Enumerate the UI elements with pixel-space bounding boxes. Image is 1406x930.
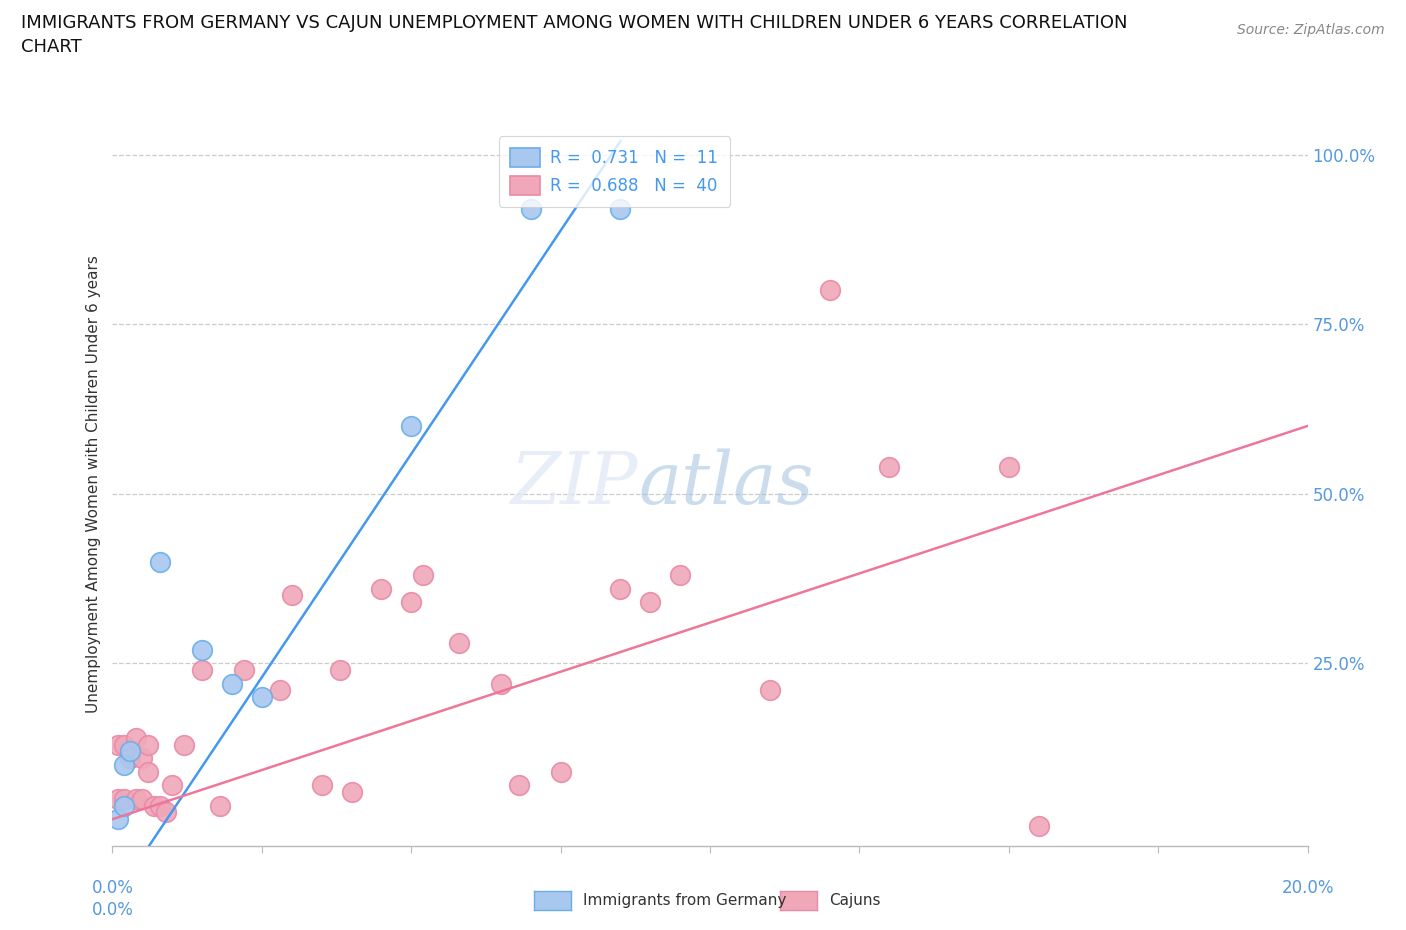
Point (759, 683, 782, 698)
Legend: R =  0.731   N =  11, R =  0.688   N =  40: R = 0.731 N = 11, R = 0.688 N = 40 (499, 137, 730, 206)
Point (550, 764, 572, 779)
Point (508, 777, 530, 792)
Point (401, 418, 423, 433)
Point (998, 459, 1021, 474)
Y-axis label: Unemployment Among Women with Children Under 6 years: Unemployment Among Women with Children U… (86, 255, 101, 712)
Point (669, 567, 692, 582)
Text: 0.0%: 0.0% (91, 900, 134, 919)
Text: IMMIGRANTS FROM GERMANY VS CAJUN UNEMPLOYMENT AMONG WOMEN WITH CHILDREN UNDER 6 : IMMIGRANTS FROM GERMANY VS CAJUN UNEMPLO… (21, 14, 1128, 56)
Point (447, 635, 470, 650)
Text: ZIP: ZIP (510, 448, 638, 519)
Point (489, 676, 512, 691)
Point (114, 798, 135, 813)
Point (120, 751, 142, 765)
Point (208, 798, 231, 813)
Text: Immigrants from Germany: Immigrants from Germany (583, 893, 787, 908)
Text: 20.0%: 20.0% (1281, 879, 1334, 897)
Point (638, 595, 662, 610)
Point (162, 777, 183, 792)
Point (818, 283, 841, 298)
Point (191, 662, 214, 677)
Point (269, 683, 291, 698)
Point (114, 758, 135, 773)
Point (114, 737, 135, 752)
Point (221, 676, 243, 691)
Point (877, 459, 901, 474)
Point (114, 791, 135, 806)
Text: atlas: atlas (638, 448, 814, 519)
Point (232, 662, 256, 677)
Point (250, 690, 273, 705)
Point (520, 202, 543, 217)
Point (138, 737, 160, 752)
Point (149, 798, 172, 813)
Point (107, 737, 129, 752)
Point (401, 595, 423, 610)
Point (609, 581, 631, 596)
Point (155, 805, 177, 820)
Point (281, 588, 304, 603)
Point (340, 785, 363, 800)
Point (125, 730, 148, 745)
Point (120, 744, 142, 759)
Text: Source: ZipAtlas.com: Source: ZipAtlas.com (1237, 23, 1385, 37)
Point (311, 777, 333, 792)
Point (107, 812, 129, 827)
Text: 0.0%: 0.0% (91, 879, 134, 897)
Point (149, 554, 172, 569)
Point (609, 202, 631, 217)
Point (1028, 818, 1050, 833)
Point (107, 791, 129, 806)
Text: Cajuns: Cajuns (830, 893, 882, 908)
Point (131, 791, 153, 806)
Point (125, 791, 148, 806)
Point (328, 662, 352, 677)
Point (120, 751, 142, 765)
Point (370, 581, 392, 596)
Point (143, 798, 166, 813)
Point (173, 737, 195, 752)
Point (191, 643, 214, 658)
Point (412, 567, 434, 582)
Point (138, 764, 160, 779)
Point (131, 751, 153, 765)
